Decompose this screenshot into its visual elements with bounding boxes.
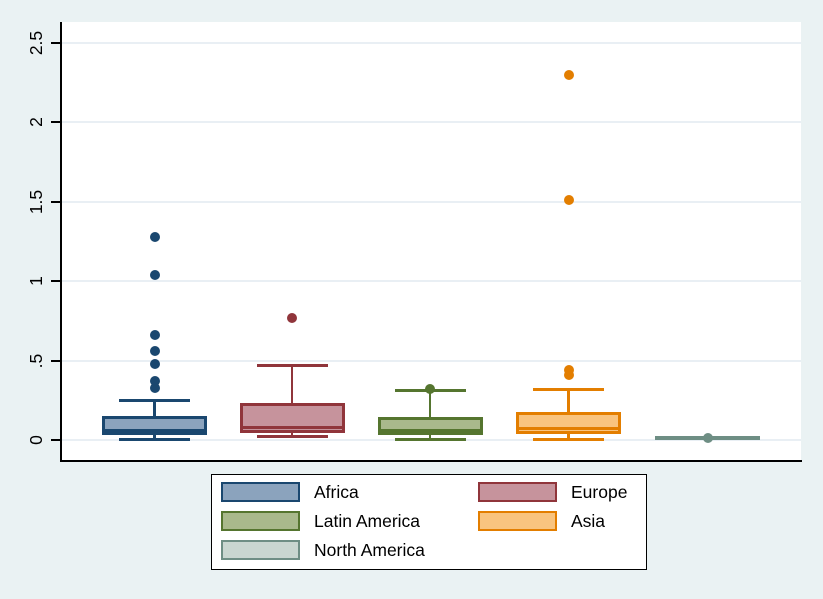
gridline (62, 280, 801, 283)
box (102, 416, 207, 436)
gridline (62, 200, 801, 203)
y-axis-line (59, 22, 62, 462)
legend-swatch-icon (221, 511, 300, 531)
whisker-cap-top (533, 388, 604, 392)
y-tick-label: .5 (25, 353, 46, 368)
gridline (62, 41, 801, 44)
x-axis-line (59, 460, 802, 462)
outlier-dot (287, 312, 297, 323)
y-tick-label: 1 (25, 276, 46, 286)
legend-item-africa: Africa (221, 482, 478, 502)
legend-item-asia: Asia (478, 511, 637, 531)
legend-label: Africa (314, 482, 359, 502)
whisker-cap-bottom (533, 437, 604, 441)
y-tick (51, 280, 60, 283)
whisker-cap-bottom (119, 437, 190, 441)
outlier-dot (149, 382, 160, 393)
whisker-stem (290, 365, 294, 437)
legend: Africa Europe Latin America Asia North Ameri… (211, 474, 647, 570)
legend-item-north-america: North America (221, 540, 478, 560)
outlier-dot (149, 330, 160, 341)
y-tick (51, 121, 60, 124)
outlier-dot (563, 195, 574, 206)
outlier-dot (149, 358, 160, 369)
outlier-dot (149, 376, 160, 387)
outlier-dot (149, 231, 160, 242)
y-tick-label: 1.5 (25, 189, 46, 214)
legend-label: North America (314, 540, 425, 560)
whisker-cap-top (256, 363, 328, 367)
whisker-cap-bottom (256, 435, 328, 439)
gridline (62, 121, 801, 124)
whisker-stem (428, 390, 432, 440)
median-line (102, 428, 207, 432)
outlier-dot (149, 346, 160, 357)
whisker-cap-top (119, 398, 190, 402)
legend-label: Europe (571, 482, 628, 502)
y-tick-label: 0 (25, 435, 46, 445)
outlier-dot (425, 384, 435, 395)
median-line (377, 428, 483, 432)
y-tick (51, 41, 60, 44)
outlier-dot (702, 433, 713, 444)
median-line (516, 427, 621, 431)
legend-label: Asia (571, 511, 606, 531)
whisker-cap-bottom (394, 438, 466, 442)
outlier-dot (563, 69, 574, 80)
box (377, 416, 483, 436)
outlier-dot (149, 269, 160, 280)
box (516, 412, 621, 435)
legend-swatch-icon (221, 482, 300, 502)
y-tick (51, 200, 60, 203)
median-line (239, 425, 345, 429)
legend-item-europe: Europe (478, 482, 637, 502)
y-tick-label: 2.5 (25, 30, 46, 55)
legend-label: Latin America (314, 511, 421, 531)
outlier-dot (563, 365, 574, 376)
y-tick-label: 2 (25, 117, 46, 128)
y-tick (51, 439, 60, 441)
legend-item-latin-america: Latin America (221, 511, 478, 531)
legend-swatch-icon (478, 511, 557, 531)
y-tick (51, 359, 60, 362)
legend-swatch-icon (478, 482, 557, 502)
gridline (62, 359, 801, 362)
legend-swatch-icon (221, 540, 300, 560)
